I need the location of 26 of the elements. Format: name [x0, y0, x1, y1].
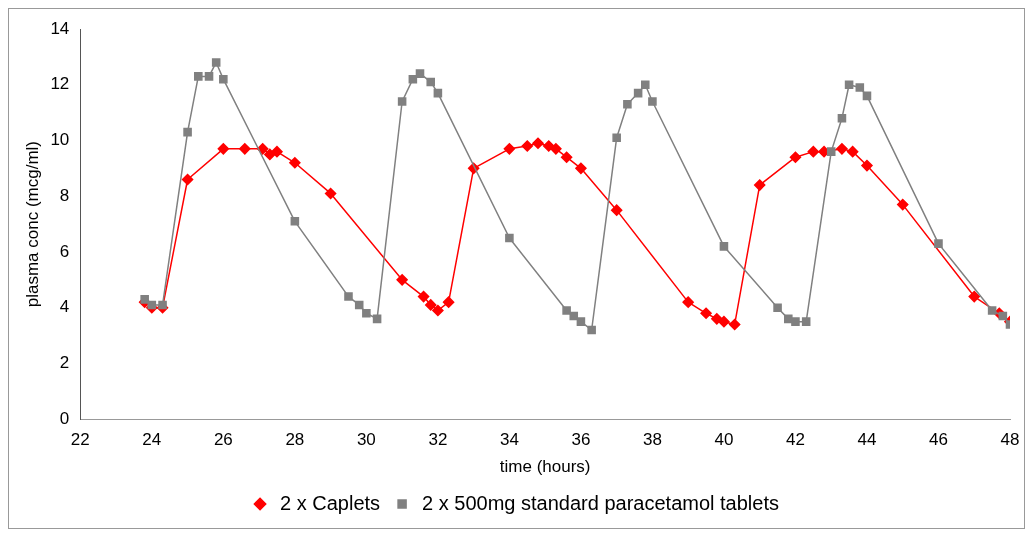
y-tick-label: 6 [59, 241, 70, 261]
x-tick-label: 44 [857, 430, 877, 450]
x-tick-label: 32 [428, 430, 448, 450]
y-tick-label: 12 [50, 74, 70, 94]
x-tick-label: 34 [499, 430, 519, 450]
legend-label: 2 x 500mg standard paracetamol tablets [422, 491, 779, 514]
y-tick-label: 10 [50, 130, 70, 150]
x-tick-label: 48 [1000, 430, 1020, 450]
x-tick-label: 24 [142, 430, 162, 450]
y-tick-label: 8 [59, 185, 70, 205]
x-tick-label: 36 [571, 430, 591, 450]
legend-label: 2 x Caplets [280, 491, 381, 514]
x-tick-label: 22 [70, 430, 90, 450]
x-axis-title: time (hours) [499, 457, 591, 477]
y-axis-title: plasma conc (mcg/ml) [22, 140, 42, 308]
x-tick-label: 46 [929, 430, 948, 450]
x-tick-label: 42 [786, 430, 805, 450]
x-tick-label: 30 [356, 430, 376, 450]
y-tick-label: 2 [59, 353, 70, 373]
y-tick-label: 4 [59, 297, 70, 317]
y-tick-label: 14 [50, 18, 70, 38]
x-tick-label: 38 [642, 430, 662, 450]
x-tick-label: 28 [285, 430, 305, 450]
y-tick-label: 0 [59, 408, 70, 428]
x-tick-label: 40 [714, 430, 734, 450]
x-tick-label: 26 [213, 430, 233, 450]
